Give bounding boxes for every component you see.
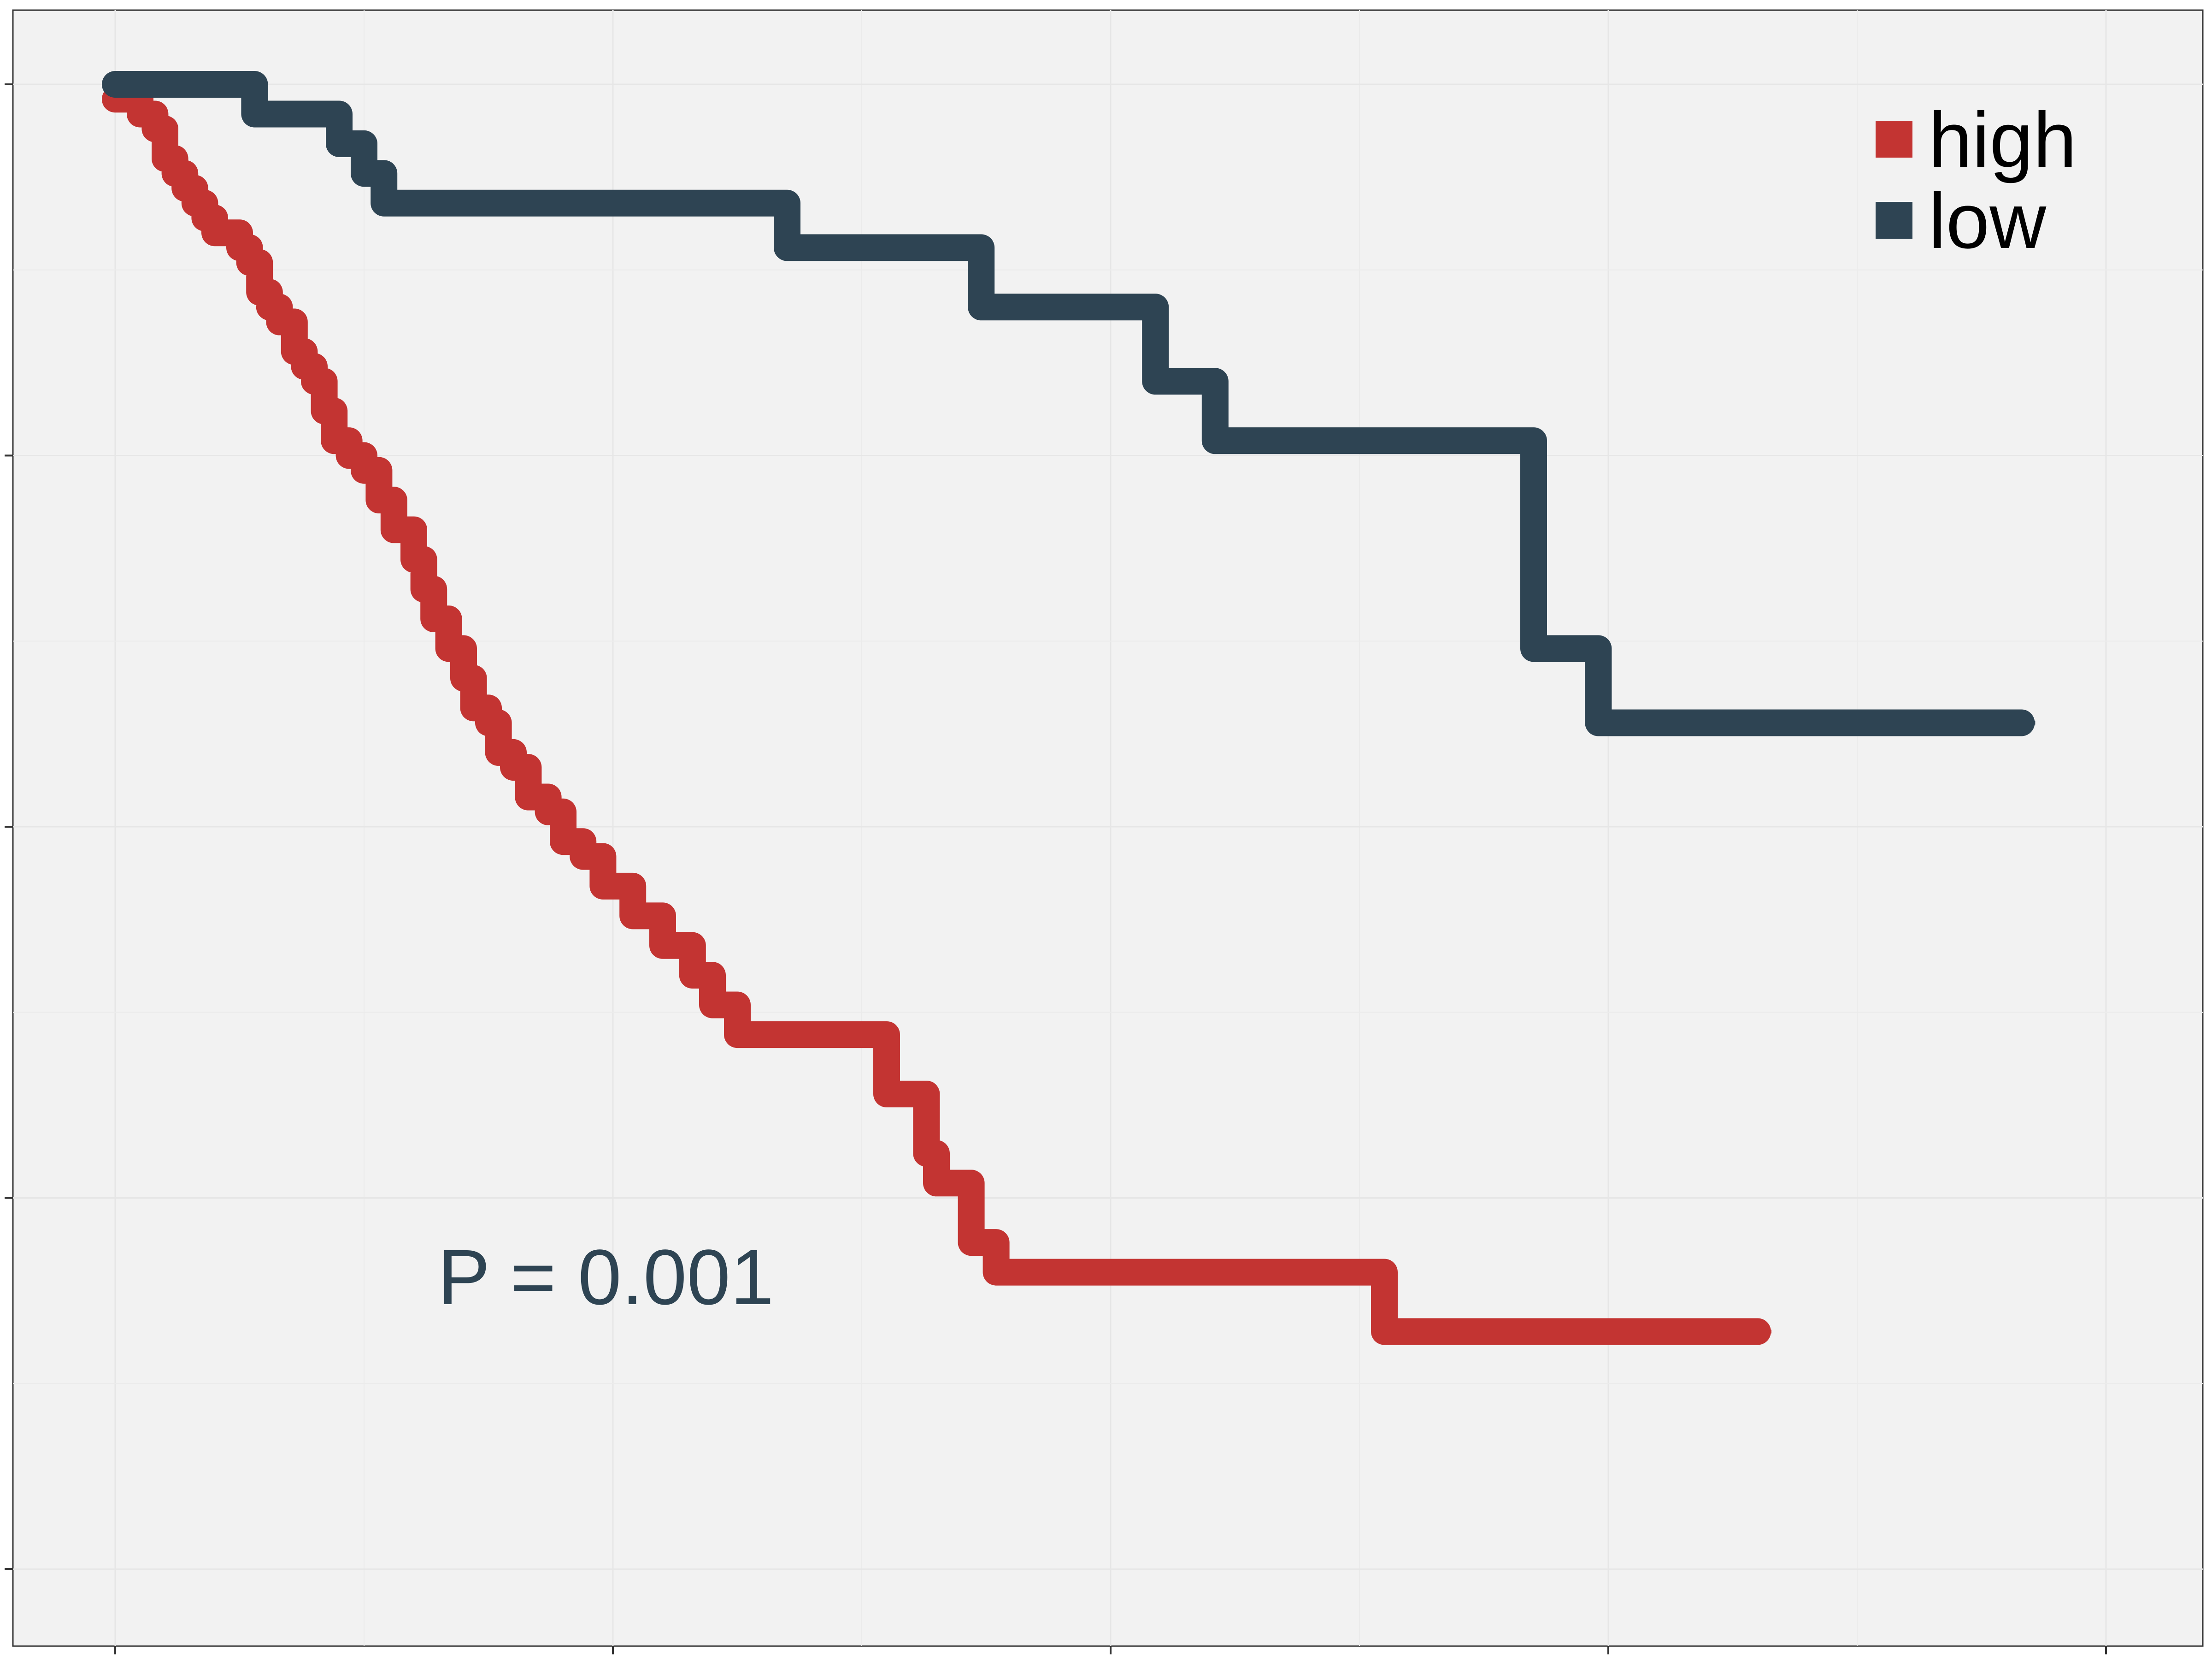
legend-label-high: high bbox=[1929, 96, 2077, 184]
legend-label-low: low bbox=[1929, 177, 2047, 265]
survival-curve-low bbox=[102, 71, 2035, 736]
gridlines bbox=[13, 10, 2203, 1646]
plot-panel bbox=[12, 9, 2204, 1647]
legend: high low bbox=[1876, 96, 2077, 265]
legend-swatch-low bbox=[1876, 202, 1912, 239]
survival-curve-high bbox=[102, 86, 1771, 1345]
series-layer bbox=[102, 71, 2036, 1345]
legend-swatch-high bbox=[1876, 121, 1912, 158]
p-value-annotation: P = 0.001 bbox=[438, 1234, 774, 1321]
axis-ticks bbox=[5, 83, 2107, 1654]
